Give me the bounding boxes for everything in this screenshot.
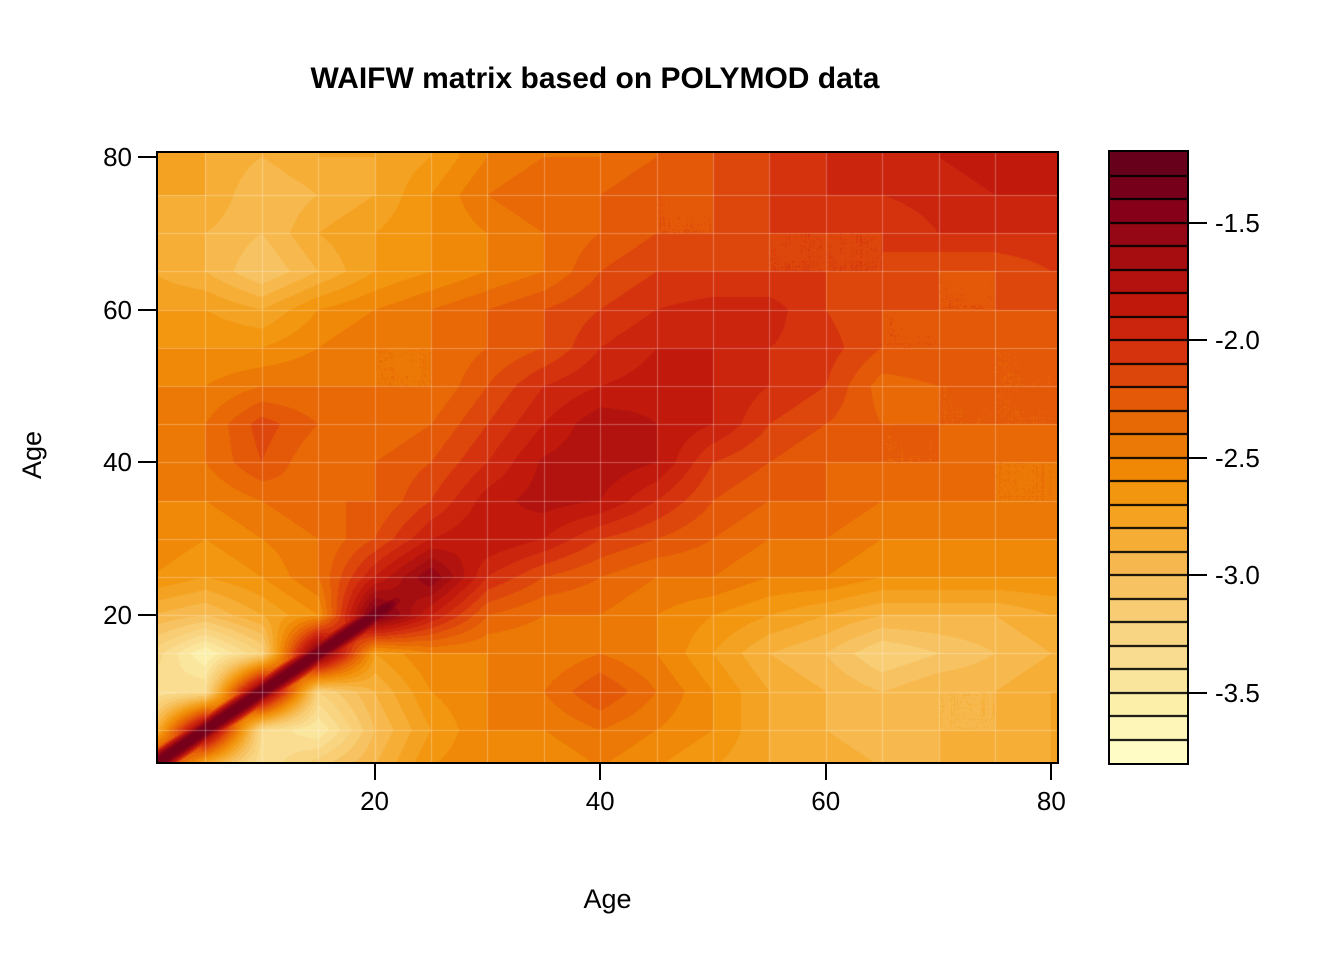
x-tick-label: 20 bbox=[360, 786, 390, 816]
y-tick-label: 80 bbox=[103, 141, 132, 172]
legend-tick-label: -3.0 bbox=[1215, 560, 1260, 590]
x-axis-label: Age bbox=[583, 884, 632, 914]
x-tick-label: 60 bbox=[811, 786, 841, 816]
x-tick-mark bbox=[824, 764, 827, 780]
legend-tick-mark bbox=[1189, 221, 1207, 224]
y-tick-mark bbox=[138, 614, 156, 617]
y-tick-label: 40 bbox=[103, 447, 132, 478]
chart-title: WAIFW matrix based on POLYMOD data bbox=[310, 62, 880, 95]
legend-tick-mark bbox=[1189, 691, 1207, 694]
x-tick-label: 40 bbox=[585, 786, 615, 816]
legend-tick-mark bbox=[1189, 574, 1207, 576]
legend-tick-mark bbox=[1189, 456, 1207, 459]
legend-tick-label: -1.5 bbox=[1215, 207, 1260, 238]
y-tick-mark bbox=[138, 461, 156, 464]
plot-area-frame bbox=[156, 151, 1059, 764]
y-tick-label: 20 bbox=[103, 600, 132, 631]
y-tick-mark bbox=[138, 308, 156, 311]
y-tick-mark bbox=[138, 155, 156, 158]
x-tick-mark bbox=[1050, 764, 1053, 780]
legend-tick-label: -3.5 bbox=[1215, 677, 1260, 708]
x-tick-mark bbox=[599, 764, 602, 780]
legend-tick-label: -2.0 bbox=[1215, 325, 1260, 355]
legend-tick-mark bbox=[1189, 339, 1207, 341]
x-tick-label: 80 bbox=[1036, 786, 1066, 816]
legend-tick-label: -2.5 bbox=[1215, 442, 1260, 473]
y-axis-label: Age bbox=[17, 430, 47, 480]
y-tick-label: 60 bbox=[103, 294, 132, 325]
x-tick-mark bbox=[373, 764, 376, 780]
color-key-canvas bbox=[1110, 152, 1187, 763]
color-key-frame bbox=[1108, 150, 1189, 765]
contour-heatmap-canvas bbox=[158, 153, 1057, 762]
